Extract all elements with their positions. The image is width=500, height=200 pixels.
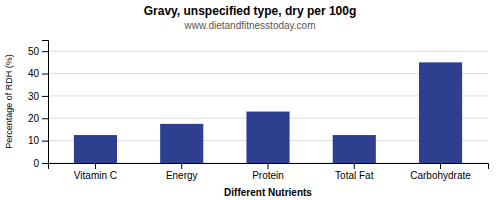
y-tick-mark xyxy=(42,74,48,75)
y-tick-label: 0 xyxy=(33,158,39,169)
x-tick-label: Carbohydrate xyxy=(410,170,471,181)
x-tick: Total Fat xyxy=(335,163,374,181)
y-tick: 40 xyxy=(28,68,48,79)
x-axis-line xyxy=(49,164,489,170)
y-tick: 30 xyxy=(28,91,48,102)
bar xyxy=(246,112,289,163)
y-axis-title: Percentage of RDH (%) xyxy=(4,54,14,149)
x-tick-label: Total Fat xyxy=(335,170,374,181)
title: Gravy, unspecified type, dry per 100g xyxy=(144,4,357,18)
bar xyxy=(74,135,117,163)
y-tick-label: 50 xyxy=(28,46,40,57)
x-tick-mark xyxy=(440,163,441,169)
chart: 0 10 20 30 40 50 Vitamin C Energy Protein Total F… xyxy=(0,0,500,200)
y-tick-label: 20 xyxy=(28,113,40,124)
grid-line xyxy=(48,51,488,52)
x-tick: Vitamin C xyxy=(74,163,117,181)
y-tick: 10 xyxy=(28,135,48,146)
grid xyxy=(48,51,488,163)
y-tick: 0 xyxy=(33,158,48,169)
y-tick-mark xyxy=(42,118,48,119)
y-tick-label: 40 xyxy=(28,68,40,79)
y-axis: 0 10 20 30 40 50 xyxy=(28,41,49,169)
y-tick-label: 30 xyxy=(28,91,40,102)
plot: 0 10 20 30 40 50 Vitamin C Energy Protein Total F… xyxy=(28,41,489,182)
y-tick-mark xyxy=(42,163,48,164)
bar xyxy=(333,135,376,163)
y-tick-mark xyxy=(42,96,48,97)
x-axis: Vitamin C Energy Protein Total Fat Carbohydr… xyxy=(49,163,489,181)
x-tick-mark xyxy=(95,163,96,169)
x-tick-label: Vitamin C xyxy=(74,170,117,181)
x-tick-mark xyxy=(354,163,355,169)
bar xyxy=(419,62,462,163)
x-tick: Protein xyxy=(252,163,284,181)
y-tick-mark xyxy=(42,141,48,142)
y-tick-mark xyxy=(42,51,48,52)
x-tick-label: Protein xyxy=(252,170,284,181)
x-tick: Carbohydrate xyxy=(410,163,471,181)
bar xyxy=(160,124,203,163)
bars xyxy=(74,62,462,163)
y-tick-label: 10 xyxy=(28,135,40,146)
y-tick: 50 xyxy=(28,46,48,57)
y-axis-line xyxy=(42,41,49,164)
y-tick: 20 xyxy=(28,113,48,124)
x-tick-label: Energy xyxy=(166,170,198,181)
subtitle: www.dietandfitnesstoday.com xyxy=(184,20,316,31)
x-tick-mark xyxy=(181,163,182,169)
x-tick-mark xyxy=(268,163,269,169)
x-axis-title: Different Nutrients xyxy=(224,187,312,198)
x-tick: Energy xyxy=(166,163,198,181)
